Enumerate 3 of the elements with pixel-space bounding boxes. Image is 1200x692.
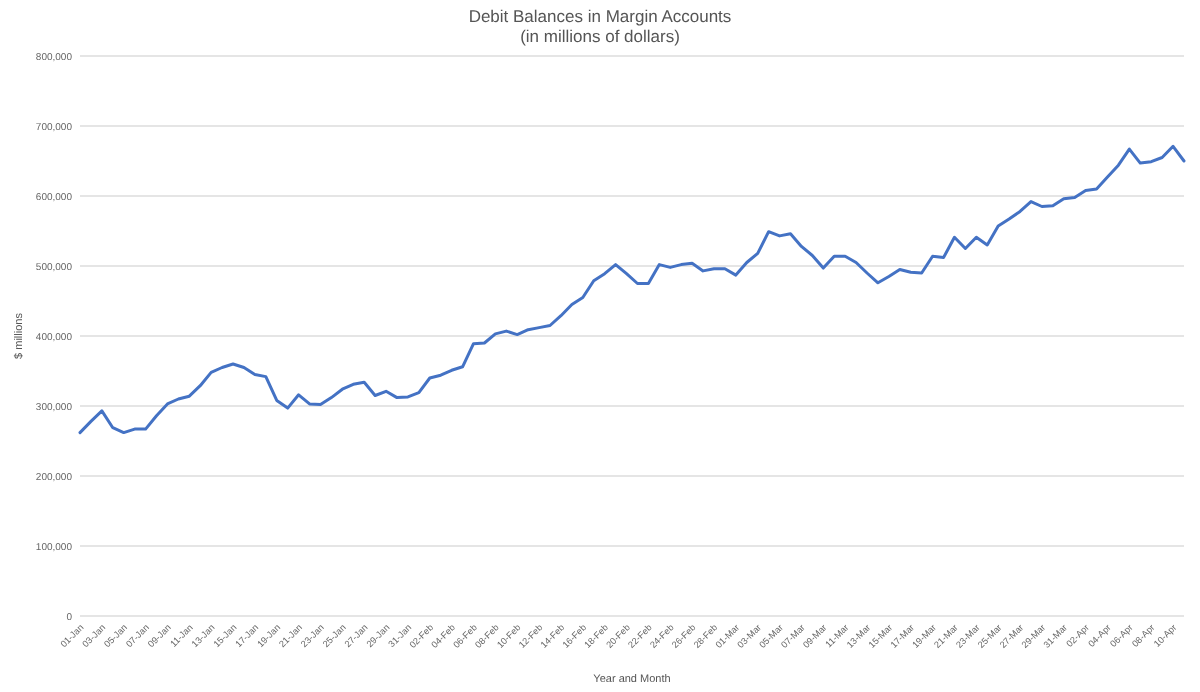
line-series: [78, 144, 1186, 435]
chart-subtitle: (in millions of dollars): [520, 26, 681, 46]
chart-title: Debit Balances in Margin Accounts: [468, 6, 732, 26]
